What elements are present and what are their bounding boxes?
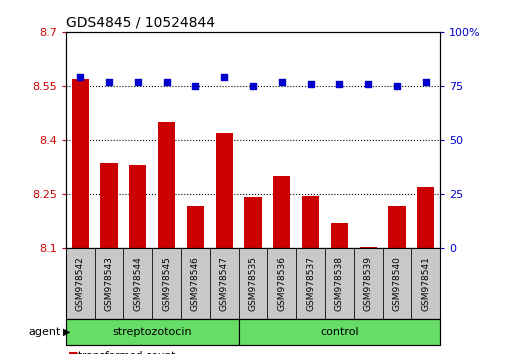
- Text: control: control: [320, 327, 358, 337]
- Bar: [388, 206, 405, 248]
- Text: GSM978541: GSM978541: [421, 256, 429, 311]
- Text: ■: ■: [68, 351, 79, 354]
- Bar: [244, 198, 261, 248]
- Bar: [158, 122, 175, 248]
- Point: [364, 81, 372, 86]
- Text: GSM978544: GSM978544: [133, 256, 142, 310]
- Point: [248, 83, 257, 89]
- Bar: [416, 187, 434, 248]
- Bar: [215, 133, 232, 248]
- Text: GSM978539: GSM978539: [363, 256, 372, 311]
- Text: GSM978537: GSM978537: [306, 256, 315, 311]
- Point: [335, 81, 343, 86]
- Point: [191, 83, 199, 89]
- Bar: [129, 165, 146, 248]
- Bar: [186, 206, 204, 248]
- Text: GSM978547: GSM978547: [219, 256, 228, 311]
- Point: [392, 83, 400, 89]
- Point: [76, 74, 84, 80]
- Text: transformed count: transformed count: [78, 351, 175, 354]
- Point: [421, 79, 429, 84]
- Point: [133, 79, 141, 84]
- Point: [162, 79, 170, 84]
- Bar: [359, 247, 376, 248]
- Text: ▶: ▶: [63, 327, 71, 337]
- Bar: [100, 163, 117, 248]
- Text: agent: agent: [28, 327, 61, 337]
- Text: GSM978540: GSM978540: [392, 256, 401, 311]
- Text: GSM978542: GSM978542: [76, 256, 84, 310]
- Bar: [301, 196, 319, 248]
- Bar: [71, 79, 89, 248]
- Text: GDS4845 / 10524844: GDS4845 / 10524844: [66, 15, 214, 29]
- Point: [277, 79, 285, 84]
- Point: [105, 79, 113, 84]
- Text: GSM978535: GSM978535: [248, 256, 257, 311]
- Bar: [330, 223, 347, 248]
- Bar: [273, 176, 290, 248]
- Text: GSM978546: GSM978546: [190, 256, 199, 311]
- Text: GSM978536: GSM978536: [277, 256, 286, 311]
- Point: [220, 74, 228, 80]
- Text: GSM978545: GSM978545: [162, 256, 171, 311]
- Point: [306, 81, 314, 86]
- Text: GSM978538: GSM978538: [334, 256, 343, 311]
- Text: GSM978543: GSM978543: [104, 256, 113, 311]
- Text: streptozotocin: streptozotocin: [112, 327, 191, 337]
